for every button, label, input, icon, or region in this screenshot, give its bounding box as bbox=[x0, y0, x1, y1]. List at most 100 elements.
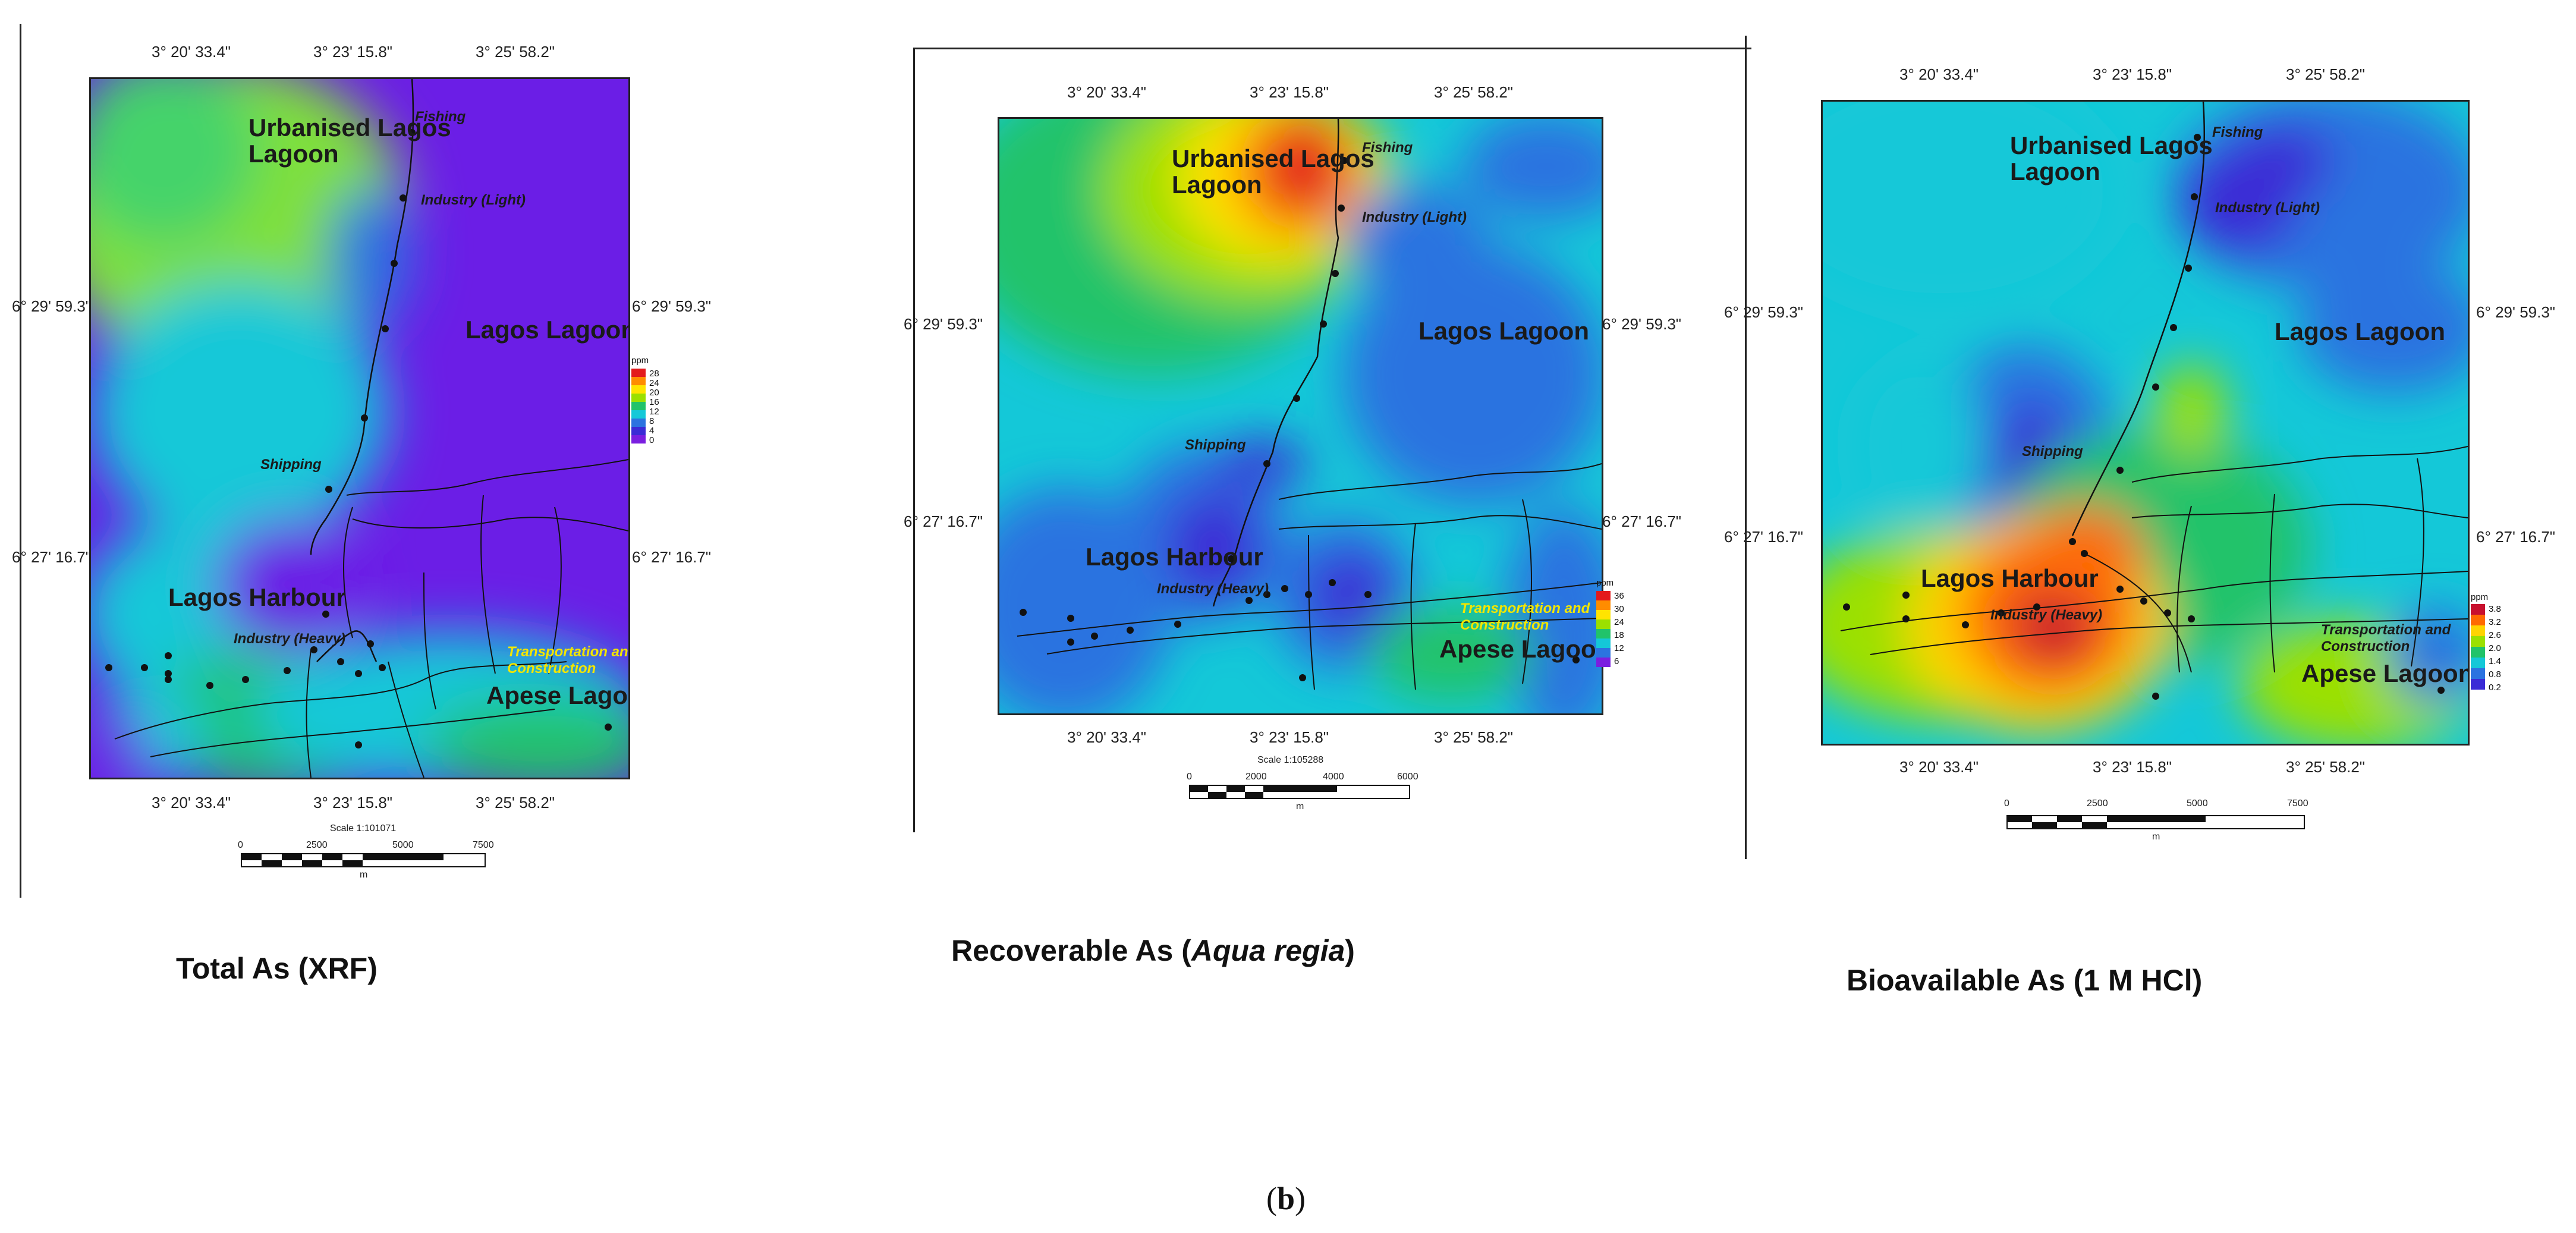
scalebar-total-as: Scale 1:101071 0 2500 5000 7500 m bbox=[238, 823, 494, 883]
site-industry-heavy: Industry (Heavy) bbox=[1157, 581, 1269, 597]
label-lagos-harbour: Lagos Harbour bbox=[1086, 543, 1263, 571]
right-tick-2: 6° 27' 16.7" bbox=[632, 548, 712, 566]
site-fishing: Fishing bbox=[1362, 140, 1413, 156]
legend-label-1: 28 bbox=[649, 369, 659, 379]
caption-text: Recoverable As ( bbox=[951, 934, 1191, 967]
legend-swatch-7 bbox=[631, 419, 646, 427]
top-tick-1: 3° 20' 33.4" bbox=[152, 43, 231, 61]
legend-swatch-5 bbox=[631, 402, 646, 410]
frame-left-line bbox=[913, 48, 915, 832]
legend-label-3: 2.6 bbox=[2489, 630, 2501, 640]
legend-swatch-6 bbox=[1596, 638, 1611, 648]
bottom-tick-3: 3° 25' 58.2" bbox=[476, 794, 555, 811]
scale-tick-2: 5000 bbox=[2187, 798, 2208, 809]
frame-top-line bbox=[913, 48, 1751, 49]
right-tick-1: 6° 29' 59.3" bbox=[2476, 303, 2556, 321]
legend-swatch-1 bbox=[2471, 604, 2485, 615]
right-tick-1: 6° 29' 59.3" bbox=[632, 297, 712, 315]
bottom-tick-3: 3° 25' 58.2" bbox=[2286, 758, 2366, 776]
legend-unit-label: ppm bbox=[631, 356, 649, 366]
scale-tick-2: 5000 bbox=[392, 840, 414, 850]
legend-label-5: 1.4 bbox=[2489, 656, 2501, 666]
top-tick-1: 3° 20' 33.4" bbox=[1899, 65, 1979, 83]
top-tick-3: 3° 25' 58.2" bbox=[476, 43, 555, 61]
legend-label-8: 0 bbox=[649, 435, 655, 445]
label-urbanised-lagoon: Urbanised Lagos Lagoon bbox=[2010, 131, 2213, 186]
legend-swatch-5 bbox=[2471, 647, 2485, 658]
site-industry-light: Industry (Light) bbox=[2215, 200, 2320, 216]
site-industry-heavy: Industry (Heavy) bbox=[234, 631, 346, 647]
top-tick-1: 3° 20' 33.4" bbox=[1067, 83, 1147, 101]
scale-tick-3: 7500 bbox=[473, 840, 494, 850]
site-fishing: Fishing bbox=[415, 109, 466, 125]
site-industry-light: Industry (Light) bbox=[1362, 209, 1467, 225]
legend-label-4: 16 bbox=[649, 397, 659, 407]
legend-label-3: 20 bbox=[649, 388, 659, 398]
label-lagos-harbour: Lagos Harbour bbox=[168, 583, 346, 611]
figure-sublabel-letter: b bbox=[1276, 1181, 1295, 1216]
scale-tick-1: 2500 bbox=[306, 840, 328, 850]
label-urbanised-lagoon: Urbanised Lagos Lagoon bbox=[249, 114, 451, 168]
right-tick-1: 6° 29' 59.3" bbox=[1602, 315, 1682, 333]
legend-swatch-8 bbox=[631, 427, 646, 435]
legend-label-5: 12 bbox=[649, 407, 659, 417]
figure-sublabel-open: ( bbox=[1266, 1181, 1277, 1216]
site-transport-construction: Transportation and Construction bbox=[507, 644, 628, 677]
scale-tick-1: 2500 bbox=[2087, 798, 2108, 809]
caption-total-as: Total As (XRF) bbox=[176, 952, 378, 985]
legend-label-4: 2.0 bbox=[2489, 643, 2501, 653]
bottom-tick-2: 3° 23' 15.8" bbox=[2093, 758, 2172, 776]
scale-unit: m bbox=[360, 870, 368, 880]
legend-swatch-7 bbox=[1596, 648, 1611, 658]
scale-tick-3: 7500 bbox=[2287, 798, 2308, 809]
scale-bar-graphic bbox=[241, 853, 486, 867]
caption-bioavailable-as: Bioavailable As (1 M HCl) bbox=[1847, 964, 2203, 997]
scale-bar-graphic bbox=[2006, 815, 2305, 829]
legend-swatch-2 bbox=[631, 377, 646, 385]
scale-tick-2: 4000 bbox=[1323, 772, 1344, 782]
scale-unit: m bbox=[1296, 801, 1304, 811]
left-tick-1: 6° 29' 59.3" bbox=[1724, 303, 1804, 321]
left-tick-2: 6° 27' 16.7" bbox=[12, 548, 92, 566]
frame-left-line bbox=[20, 24, 21, 898]
bottom-tick-2: 3° 23' 15.8" bbox=[313, 794, 393, 811]
heatmap-total-as bbox=[91, 79, 628, 778]
bottom-tick-1: 3° 20' 33.4" bbox=[1899, 758, 1979, 776]
frame-left-line bbox=[1745, 36, 1747, 859]
top-tick-3: 3° 25' 58.2" bbox=[2286, 65, 2366, 83]
legend-label-6: 8 bbox=[649, 416, 655, 426]
left-tick-1: 6° 29' 59.3" bbox=[12, 297, 92, 315]
legend-label-1: 3.8 bbox=[2489, 604, 2501, 614]
legend-label-6: 6 bbox=[1614, 656, 1619, 666]
right-tick-2: 6° 27' 16.7" bbox=[2476, 528, 2556, 546]
scale-bar-graphic bbox=[1189, 785, 1410, 799]
figure-sublabel: (b) bbox=[1266, 1180, 1306, 1217]
scale-tick-0: 0 bbox=[238, 840, 243, 850]
top-tick-2: 3° 23' 15.8" bbox=[2093, 65, 2172, 83]
caption-suffix: ) bbox=[1345, 934, 1355, 967]
panel-bioavailable-as: 3° 20' 33.4" 3° 23' 15.8" 3° 25' 58.2" 6… bbox=[1724, 0, 2576, 1011]
legend-label-7: 0.2 bbox=[2489, 682, 2501, 693]
bottom-tick-1: 3° 20' 33.4" bbox=[152, 794, 231, 811]
left-tick-1: 6° 29' 59.3" bbox=[904, 315, 983, 333]
site-industry-light: Industry (Light) bbox=[421, 192, 526, 208]
legend-swatch-7 bbox=[2471, 668, 2485, 679]
map-bioavailable-as: N Urbanised Lagos Lagoon Fishing Industr… bbox=[1821, 100, 2470, 746]
legend-swatch-3 bbox=[1596, 610, 1611, 619]
site-shipping: Shipping bbox=[260, 457, 322, 473]
top-tick-2: 3° 23' 15.8" bbox=[313, 43, 393, 61]
scale-title: Scale 1:105288 bbox=[1257, 755, 1324, 765]
legend-swatch-1 bbox=[631, 369, 646, 377]
panel-total-as: 3° 20' 33.4" 3° 23' 15.8" 3° 25' 58.2" 6… bbox=[0, 0, 711, 1011]
site-transport-construction: Transportation and Construction bbox=[2321, 622, 2451, 655]
caption-recoverable-as: Recoverable As (Aqua regia) bbox=[951, 933, 1355, 968]
legend-swatch-6 bbox=[631, 410, 646, 419]
heatmap-bioavailable-as bbox=[1823, 102, 2468, 744]
top-tick-2: 3° 23' 15.8" bbox=[1250, 83, 1329, 101]
top-tick-3: 3° 25' 58.2" bbox=[1434, 83, 1514, 101]
label-lagos-harbour: Lagos Harbour bbox=[1921, 564, 2099, 592]
legend-swatch-8 bbox=[1596, 658, 1611, 667]
scale-unit: m bbox=[2152, 832, 2160, 842]
legend-swatch-4 bbox=[1596, 619, 1611, 629]
scale-tick-3: 6000 bbox=[1397, 772, 1418, 782]
